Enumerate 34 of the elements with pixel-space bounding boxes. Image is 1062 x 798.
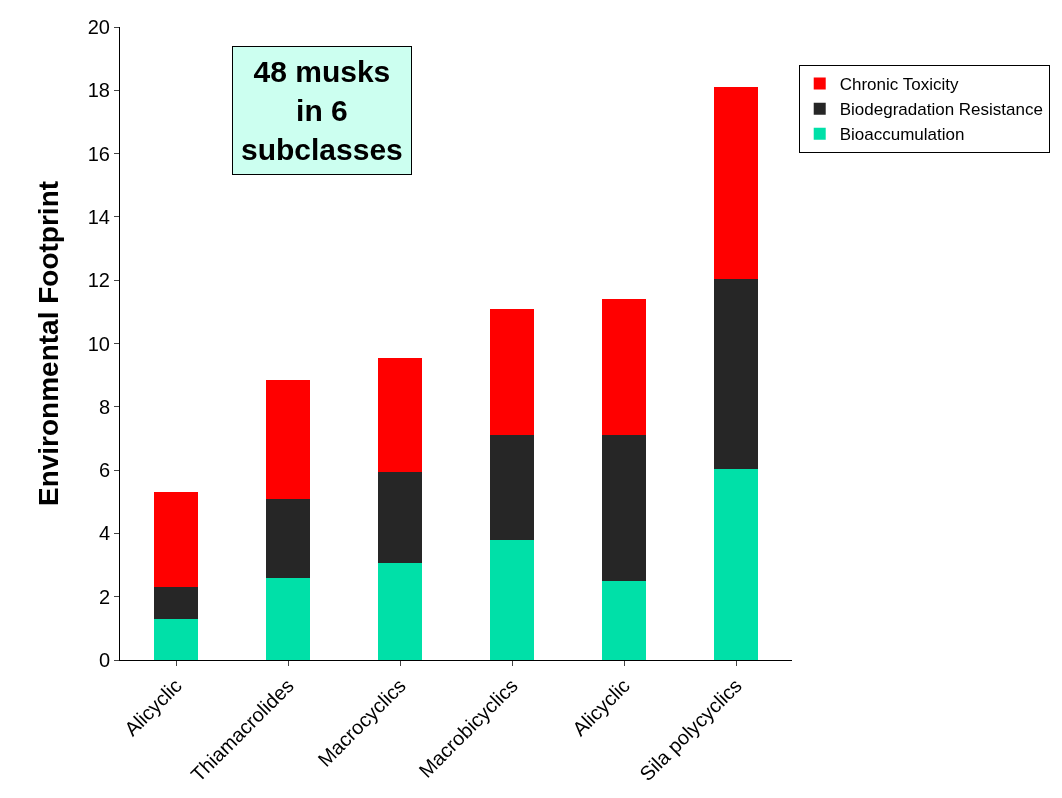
bar	[713, 278, 759, 469]
legend-label: Chronic Toxicity	[839, 75, 959, 95]
bar	[153, 587, 199, 619]
annotation: 48 musks in 6 subclasses	[241, 55, 403, 166]
y-tick-label: 8	[98, 395, 110, 418]
y-tick-label: 2	[98, 585, 110, 608]
bar	[377, 471, 423, 564]
y-tick-label: 0	[98, 649, 110, 671]
y-axis-title: Environmental Footprint	[33, 180, 65, 507]
bar	[601, 580, 647, 660]
y-tick-label: 12	[87, 269, 110, 292]
bar	[265, 498, 311, 578]
y-tick-label: 14	[87, 205, 110, 228]
bar	[153, 492, 199, 588]
legend-label: Biodegradation Resistance	[839, 100, 1043, 120]
bar	[489, 308, 535, 436]
bar	[489, 435, 535, 540]
y-tick-label: 10	[87, 332, 110, 355]
bar	[713, 468, 759, 660]
bar	[601, 435, 647, 581]
bar	[153, 618, 199, 660]
y-tick-label: 20	[87, 16, 110, 38]
bar	[377, 357, 423, 472]
bar	[265, 379, 311, 499]
bar	[265, 577, 311, 660]
bar	[601, 299, 647, 436]
y-tick-label: 16	[87, 142, 110, 165]
y-tick-label: 18	[87, 79, 110, 102]
y-tick-label: 4	[98, 522, 110, 545]
legend-label: Bioaccumulation	[839, 125, 965, 145]
bar	[489, 539, 535, 660]
y-tick-label: 6	[98, 459, 110, 482]
bar	[713, 87, 759, 279]
bar	[377, 563, 423, 660]
